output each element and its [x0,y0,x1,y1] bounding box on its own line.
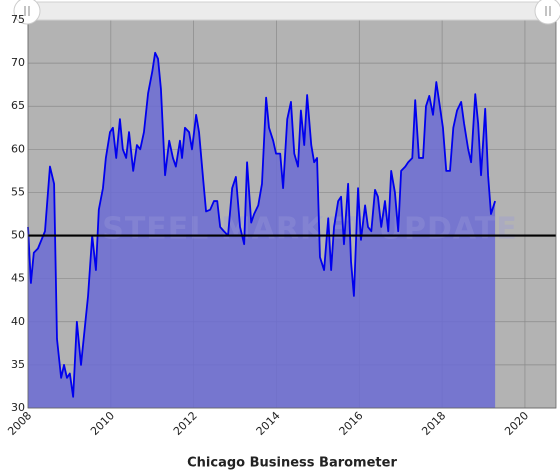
y-tick-label: 75 [11,13,25,26]
y-tick-label: 30 [11,401,25,414]
y-tick-label: 65 [11,99,25,112]
y-tick-label: 45 [11,272,25,285]
chart-title: Chicago Business Barometer [187,456,397,471]
plot-area: STEEL MARKET UPDATE [27,19,557,409]
y-tick-label: 70 [11,56,25,69]
y-tick-label: 50 [11,229,25,242]
line [27,51,496,398]
slider-handle-right[interactable] [534,0,560,25]
slider-track[interactable] [26,1,549,21]
y-tick-label: 60 [11,142,25,155]
watermark: STEEL MARKET UPDATE [102,212,518,247]
slider-handle-left[interactable] [13,0,41,25]
y-tick-label: 55 [11,185,25,198]
area [28,52,496,408]
y-tick-label: 35 [11,358,25,371]
y-tick-label: 40 [11,315,25,328]
range-slider[interactable] [13,0,560,25]
